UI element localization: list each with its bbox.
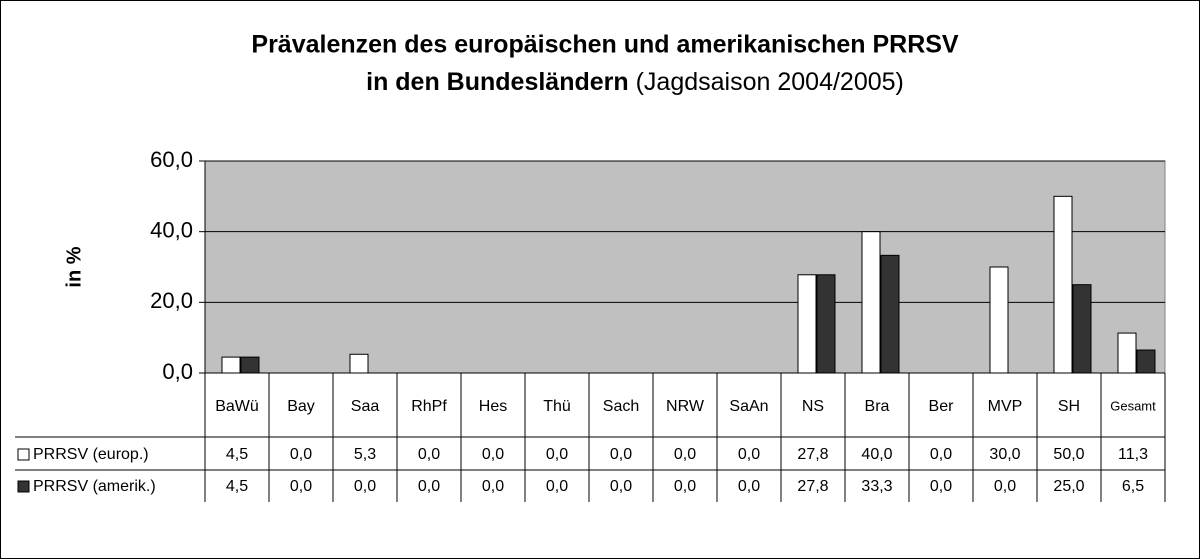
table-value: 0,0	[610, 478, 632, 495]
table-value: 25,0	[1053, 478, 1084, 495]
chart-title: in den Bundesländern	[366, 68, 629, 96]
x-tick-label: NS	[802, 398, 824, 415]
table-value: 0,0	[674, 478, 696, 495]
bar	[1053, 195, 1073, 374]
x-tick-label: Sach	[603, 398, 639, 415]
table-value: 0,0	[930, 446, 952, 463]
legend-label: PRRSV (europ.)	[33, 446, 149, 463]
x-tick-label: Bra	[865, 398, 890, 415]
y-tick-label: 0,0	[162, 359, 193, 384]
table-value: 4,5	[226, 478, 248, 495]
table-value: 0,0	[482, 478, 504, 495]
bar	[989, 266, 1009, 374]
table-value: 0,0	[994, 478, 1016, 495]
table-value: 5,3	[354, 446, 376, 463]
table-value: 30,0	[989, 446, 1020, 463]
x-tick-label: Ber	[929, 398, 955, 415]
y-tick-label: 40,0	[150, 217, 193, 242]
table-value: 11,3	[1118, 446, 1148, 463]
bar	[1117, 332, 1137, 374]
table-value: 33,3	[861, 478, 892, 495]
table-value: 0,0	[418, 446, 440, 463]
bar	[880, 254, 900, 374]
x-tick-label: RhPf	[411, 398, 447, 415]
table-value: 0,0	[738, 446, 760, 463]
table-value: 0,0	[738, 478, 760, 495]
table-value: 27,8	[797, 446, 828, 463]
y-tick-label: 60,0	[150, 147, 193, 172]
table-value: 40,0	[861, 446, 892, 463]
chart-title-line: in den Bundesländern (Jagdsaison 2004/20…	[366, 68, 904, 96]
table-value: 0,0	[418, 478, 440, 495]
table-value: 0,0	[482, 446, 504, 463]
x-tick-label: Bay	[287, 398, 315, 415]
x-tick-label: BaWü	[215, 398, 259, 415]
x-tick-label: NRW	[666, 398, 705, 415]
legend-marker	[17, 448, 30, 461]
bar	[1072, 284, 1092, 374]
chart-title: Prävalenzen des europäischen und amerika…	[251, 31, 959, 59]
y-axis-label: in %	[63, 246, 85, 287]
table-value: 50,0	[1053, 446, 1084, 463]
table-value: 6,5	[1122, 478, 1144, 495]
bar	[797, 274, 817, 374]
bar	[221, 356, 241, 374]
table-value: 0,0	[546, 446, 568, 463]
table-value: 0,0	[546, 478, 568, 495]
table-value: 0,0	[290, 478, 312, 495]
chart-subtitle: (Jagdsaison 2004/2005)	[636, 68, 904, 96]
x-tick-label: Hes	[479, 398, 507, 415]
x-tick-label: SH	[1058, 398, 1080, 415]
bar	[240, 356, 260, 374]
bar	[861, 231, 881, 374]
x-tick-label: SaAn	[729, 398, 768, 415]
plot-area	[204, 160, 1166, 374]
table-value: 27,8	[797, 478, 828, 495]
legend-marker	[17, 480, 30, 493]
bar	[1136, 349, 1156, 374]
bar	[349, 353, 369, 374]
x-tick-label: Thü	[543, 398, 571, 415]
table-value: 0,0	[930, 478, 952, 495]
table-value: 4,5	[226, 446, 248, 463]
x-tick-label: Saa	[351, 398, 380, 415]
legend-label: PRRSV (amerik.)	[33, 478, 156, 495]
table-value: 0,0	[354, 478, 376, 495]
x-tick-label: Gesamt	[1110, 398, 1156, 413]
table-value: 0,0	[290, 446, 312, 463]
bar	[816, 274, 836, 374]
table-value: 0,0	[674, 446, 696, 463]
x-tick-label: MVP	[988, 398, 1023, 415]
table-value: 0,0	[610, 446, 632, 463]
y-tick-label: 20,0	[150, 288, 193, 313]
